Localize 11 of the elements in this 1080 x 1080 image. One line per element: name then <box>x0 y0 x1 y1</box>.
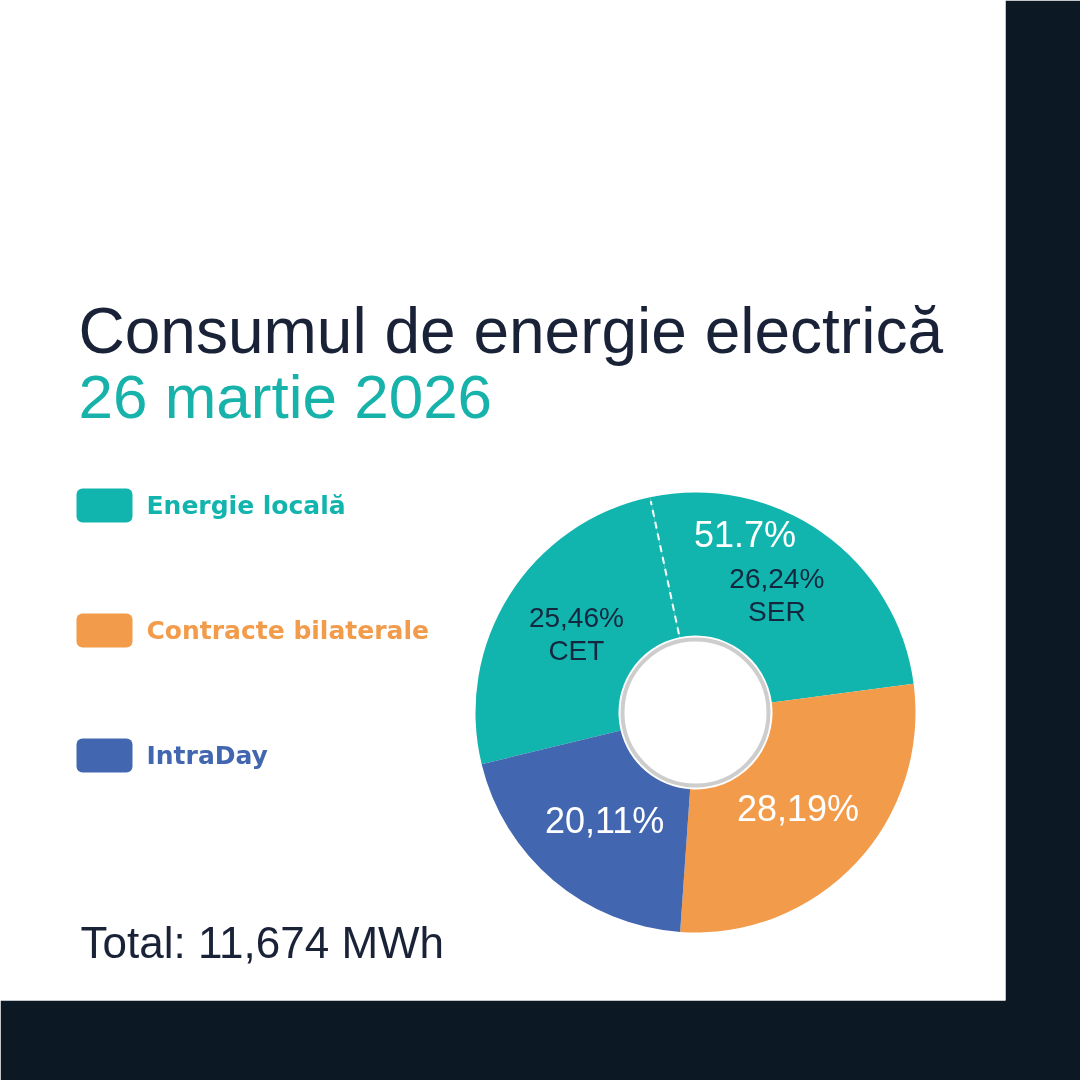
slice-label: SER <box>748 595 806 627</box>
legend-label: IntraDay <box>146 741 268 770</box>
text: 51.7% <box>693 513 796 555</box>
text: Total: 11,674 MWh <box>80 918 445 967</box>
data-label: 20,11% <box>544 799 665 841</box>
slice-label: CET <box>548 635 605 667</box>
data-label: 26,24% <box>729 562 825 594</box>
text: Energie locală <box>146 491 346 520</box>
data-label: 28,19% <box>736 788 860 830</box>
data-label: 25,46% <box>528 602 624 634</box>
legend-label: Contracte bilaterale <box>146 616 429 645</box>
